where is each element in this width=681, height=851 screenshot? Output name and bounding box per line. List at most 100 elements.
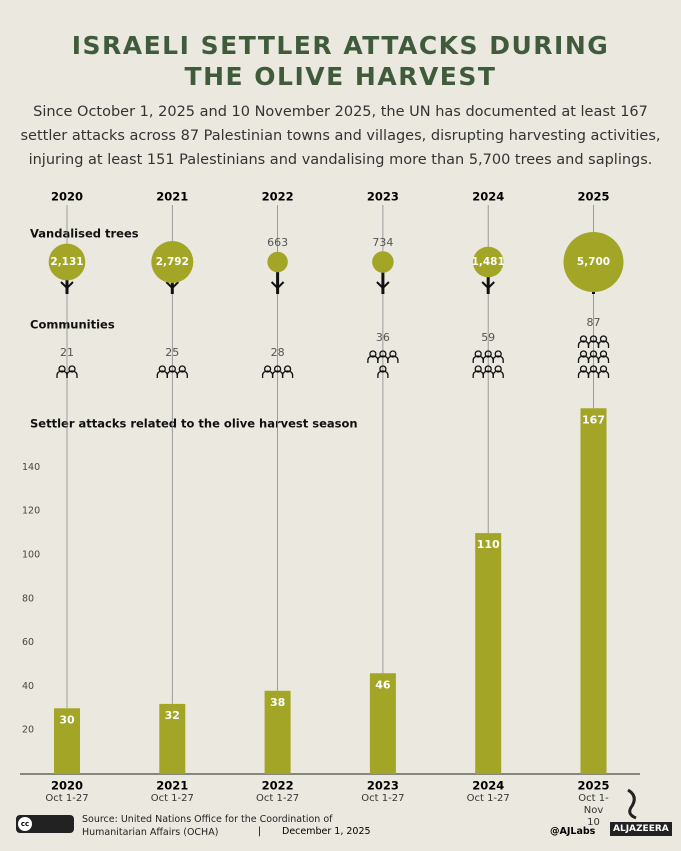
person-head [484,365,492,373]
year-label: 2022 [262,190,294,204]
tree-value: 734 [372,236,393,249]
community-icons [577,335,610,378]
tree-value: 663 [267,236,288,249]
bar-value: 167 [582,413,605,426]
person-body [176,370,188,378]
tree-crown [267,251,288,273]
x-year-label: 2022 [262,779,294,793]
person-head [158,365,166,373]
separator: | [258,826,262,837]
person-head [599,350,608,358]
y-tick-label: 120 [22,506,40,517]
period-label: Oct 1-27 [466,793,510,804]
community-icons [261,365,294,378]
person-body [377,370,389,378]
person-head [68,365,76,373]
y-tick-label: 40 [22,681,34,692]
community-icons [56,365,78,378]
person-body [492,370,504,378]
person-head [379,350,387,358]
bar [580,408,607,774]
person-head [273,365,282,373]
person-head [579,350,588,358]
person-head [474,365,482,373]
person-head [494,365,502,373]
tree-trunk [486,262,490,294]
period-label: Oct 1-27 [361,793,405,804]
x-year-label: 2024 [472,779,504,793]
person-body [597,370,610,378]
person-head [484,350,492,358]
tree-branch [165,281,180,290]
person-head [494,350,502,358]
bar [475,533,502,774]
tree-value: 1,481 [472,256,505,268]
y-tick-label: 100 [22,550,40,561]
person-head [599,335,608,343]
bar [54,708,80,774]
person-body [281,370,294,378]
community-value: 28 [271,346,285,359]
y-tick-label: 60 [22,637,34,648]
attacks-label: Settler attacks related to the olive har… [30,417,358,431]
year-label: 2025 [577,190,609,204]
tree-value: 5,700 [577,256,610,268]
communities-label: Communities [30,318,115,332]
person-body [387,355,399,363]
person-head [579,335,588,343]
subtitle: Since October 1, 2025 and 10 November 20… [20,104,661,168]
tree-branch [270,281,285,290]
bar [159,703,186,774]
period-label: Oct 1- Nov 10 [578,793,609,828]
period-label: Oct 1-27 [150,793,194,804]
x-year-label: 2023 [367,779,399,793]
date: December 1, 2025 [282,826,371,837]
person-head [589,365,598,373]
handle: @AJLabs [550,826,596,837]
person-head [379,365,387,373]
x-year-label: 2025 [577,779,609,793]
community-value: 36 [376,331,390,344]
bar-value: 110 [477,538,500,551]
y-tick-label: 20 [22,725,34,736]
bar [264,690,291,774]
tree-branch [376,281,390,290]
tree-crown [472,246,504,278]
tree-trunk [276,262,280,294]
tree-crown [151,241,194,283]
year-label: 2024 [472,190,504,204]
tree-crown [372,251,394,273]
community-value: 87 [587,316,601,329]
community-value: 21 [60,346,74,359]
cc-icon: cc [16,815,74,833]
period-label: Oct 1-27 [45,793,89,804]
connector-lines [66,205,594,709]
y-tick-label: 140 [22,462,40,473]
person-head [389,350,397,358]
bar-value: 32 [165,709,180,722]
person-head [283,365,292,373]
person-body [66,370,78,378]
x-year-label: 2020 [51,779,83,793]
source: Source: United Nations Office for the Co… [82,814,333,838]
person-head [263,365,272,373]
bar-value: 38 [270,696,285,709]
person-body [492,355,504,363]
bar-value: 30 [59,713,75,726]
period-label: Oct 1-27 [256,793,300,804]
year-label: 2023 [367,190,399,204]
trees-label: Vandalised trees [30,227,139,241]
person-head [369,350,377,358]
community-icons [472,350,504,378]
tree-value: 2,131 [50,256,83,268]
person-head [474,350,482,358]
person-head [589,350,598,358]
person-body [597,340,610,348]
logo [627,788,637,820]
tree-trunk [381,262,385,294]
year-label: 2020 [51,190,83,204]
community-value: 25 [165,346,179,359]
person-head [599,365,608,373]
bar [369,673,396,774]
